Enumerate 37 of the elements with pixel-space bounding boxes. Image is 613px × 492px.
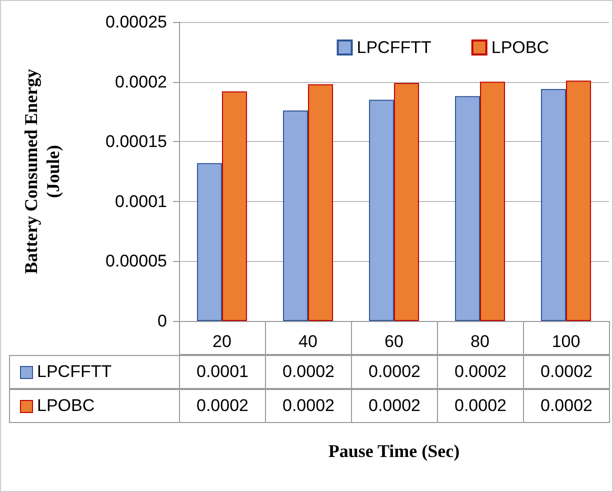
- data-label: 0.0002: [351, 355, 438, 389]
- bar: [394, 82, 419, 321]
- bar: [197, 163, 222, 321]
- text: LPOBC: [37, 396, 95, 415]
- bar: [541, 88, 566, 321]
- y-tick-label: 0.0001: [115, 192, 167, 211]
- bar: [480, 82, 505, 321]
- bar: [222, 91, 247, 321]
- data-label: 0.0002: [179, 389, 266, 423]
- y-tick-label: 0.00025: [106, 12, 167, 32]
- bar: [566, 80, 591, 321]
- x-tick-label: 100: [552, 332, 580, 351]
- text: LPCFFTT: [37, 362, 112, 381]
- x-tick-label: 60: [384, 332, 404, 351]
- y-tick-label: 0: [158, 312, 167, 330]
- bar: [283, 110, 308, 321]
- data-label: 0.0002: [265, 355, 352, 389]
- y-tick-label: 0.00005: [106, 252, 167, 271]
- y-tick-label: 0.0002: [115, 72, 167, 92]
- x-axis-title: Pause Time (Sec): [327, 441, 461, 462]
- data-label: 0.0002: [351, 389, 438, 423]
- y-axis-title: Battery Consumed Energy (Joule): [21, 69, 63, 274]
- data-label: 0.0002: [523, 355, 610, 389]
- y-tick-label: 0.00015: [106, 132, 167, 152]
- data-label: 0.0002: [437, 389, 524, 423]
- data-label: 0.0001: [179, 355, 266, 389]
- bar: [369, 100, 394, 321]
- bar: [455, 96, 480, 321]
- x-tick-label: 80: [470, 332, 490, 351]
- legend-label: LPOBC: [491, 38, 550, 57]
- x-tick-label: 40: [298, 332, 318, 351]
- data-label: 0.0002: [523, 389, 610, 423]
- x-tick-label: 20: [212, 332, 232, 351]
- legend-label: LPCFFTT: [356, 38, 432, 57]
- data-label: 0.0002: [437, 355, 524, 389]
- bar: [308, 84, 333, 321]
- data-label: 0.0002: [265, 389, 352, 423]
